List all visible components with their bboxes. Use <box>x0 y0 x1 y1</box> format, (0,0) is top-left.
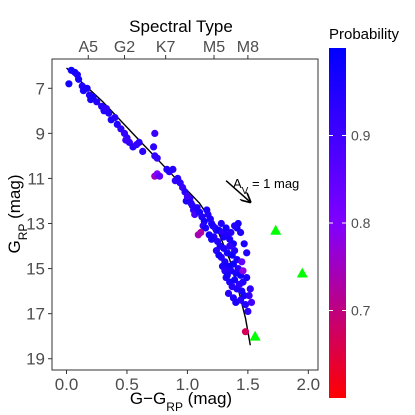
star-point <box>122 136 130 144</box>
star-point <box>194 231 202 239</box>
colorbar-title: Probability <box>329 26 400 43</box>
star-point <box>247 298 256 306</box>
star-point <box>240 240 248 248</box>
star-point <box>203 206 211 214</box>
plot-panel <box>51 58 319 371</box>
star-point <box>226 242 234 250</box>
star-point <box>223 271 231 279</box>
x-axis-label-main: G−G <box>130 389 166 408</box>
star-point <box>202 224 210 232</box>
star-point <box>229 260 237 268</box>
star-point <box>174 174 182 182</box>
star-point <box>244 307 252 315</box>
x-tick-label: 1.5 <box>236 375 260 394</box>
star-point <box>139 147 147 155</box>
top-axis-ticks: A5 G2 K7 M5 M8 <box>78 39 259 59</box>
colorbar-tick-label: 0.7 <box>351 303 371 319</box>
star-point <box>243 249 251 257</box>
plot-layer <box>65 66 308 346</box>
star-point <box>169 165 177 173</box>
star-point <box>222 224 230 232</box>
y-tick-label: 9 <box>36 124 45 143</box>
extinction-annotation: AV = 1 mag <box>233 176 299 197</box>
star-point <box>93 98 101 106</box>
colorbar-ticks: 0.7 0.8 0.9 <box>329 128 371 319</box>
star-point <box>246 285 254 293</box>
extinction-arrow <box>225 180 250 202</box>
star-point <box>208 235 216 243</box>
star-point <box>231 222 239 230</box>
star-point <box>243 274 251 282</box>
colorbar-tick-label: 0.8 <box>351 215 371 231</box>
top-tick-label: M8 <box>237 39 259 56</box>
y-tick-label: 19 <box>26 350 45 369</box>
star-point <box>163 165 171 173</box>
y-tick-label: 17 <box>26 305 45 324</box>
star-point <box>237 296 245 304</box>
star-point <box>239 267 247 275</box>
star-point <box>153 154 161 162</box>
y-axis-label-main: G <box>5 240 24 253</box>
star-point <box>217 219 225 228</box>
star-point <box>245 292 253 300</box>
star-point <box>105 109 113 117</box>
star-point <box>65 80 73 88</box>
y-tick-label: 15 <box>26 260 45 279</box>
annotation-rest: = 1 mag <box>248 176 299 191</box>
top-tick-label: M5 <box>203 39 225 56</box>
x-tick-label: 0.5 <box>115 375 139 394</box>
top-tick-label: A5 <box>78 39 98 56</box>
star-point <box>238 258 246 266</box>
x-axis-label-unit: (mag) <box>183 389 232 408</box>
top-tick-label: G2 <box>114 39 135 56</box>
star-point <box>151 129 159 137</box>
star-point <box>241 328 250 336</box>
star-point <box>83 84 91 92</box>
star-point <box>241 301 250 309</box>
y-tick-label: 11 <box>27 169 45 188</box>
y-axis-label-unit: (mag) <box>5 174 24 223</box>
x-axis-label: G−GRP (mag) <box>130 389 232 414</box>
star-point <box>75 75 83 83</box>
star-point <box>231 276 239 284</box>
outlier-triangle <box>249 330 261 341</box>
y-axis-label-sub: RP <box>16 224 30 241</box>
colorbar-tick-label: 0.9 <box>351 128 371 144</box>
star-point <box>215 251 223 259</box>
outlier-triangle <box>296 267 308 278</box>
x-axis-label-sub: RP <box>166 400 183 414</box>
star-point <box>156 172 164 180</box>
annotation-sub: V <box>242 186 249 197</box>
star-point <box>133 141 141 149</box>
y-axis-ticks: 7 9 11 13 15 17 19 <box>26 79 52 369</box>
star-point <box>150 143 158 151</box>
annotation-main: A <box>233 176 242 191</box>
star-point <box>183 192 191 201</box>
star-point <box>188 201 196 210</box>
top-tick-label: K7 <box>156 39 176 56</box>
star-point <box>111 114 119 122</box>
star-point <box>227 228 235 237</box>
x-tick-label: 2.0 <box>297 375 321 394</box>
x-tick-label: 0.0 <box>55 375 79 394</box>
top-axis-title: Spectral Type <box>129 17 233 36</box>
y-axis-label: GRP (mag) <box>5 174 30 253</box>
y-tick-label: 7 <box>36 79 45 98</box>
y-tick-label: 13 <box>26 215 45 234</box>
x-tick-label: 1.0 <box>176 375 200 394</box>
colorbar <box>329 48 346 398</box>
x-axis-ticks: 0.0 0.5 1.0 1.5 2.0 <box>55 370 320 394</box>
star-point <box>231 247 239 255</box>
outlier-triangle <box>270 224 282 235</box>
star-point <box>224 289 233 297</box>
